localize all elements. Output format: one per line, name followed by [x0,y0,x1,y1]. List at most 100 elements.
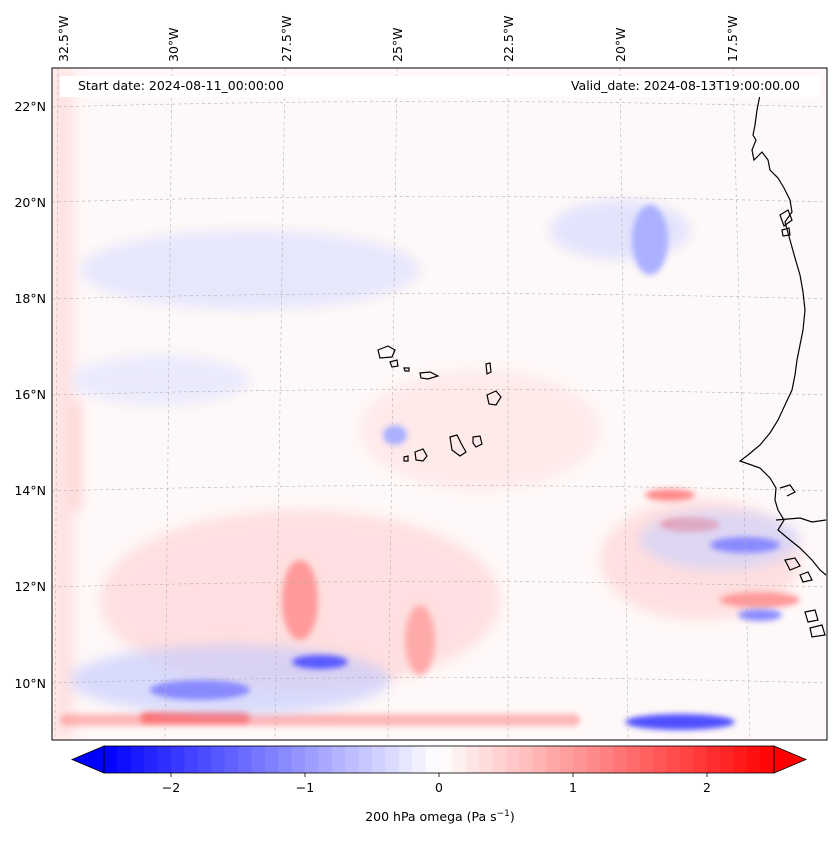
parallel-16n [52,389,827,396]
colorbar-band [331,746,346,773]
coast-bijagos [784,557,826,638]
start-date: Start date: 2024-08-11_00:00:00 [78,78,284,93]
parallel-22n [52,101,827,108]
lat-label: 22°N [14,99,46,114]
lon-label: 27.5°W [279,16,294,62]
colorbar-band [747,746,762,773]
omega-positive-cell-south-2 [405,605,435,675]
colorbar: −2 −1 0 1 2 200 hPa omega (Pa s−1) [70,745,808,824]
colorbar-band [264,746,279,773]
meridian-20w [619,68,629,740]
coast-gambia [779,484,796,497]
coast-canary-2 [781,227,791,237]
colorbar-band [559,746,574,773]
lat-label: 10°N [14,676,46,691]
colorbar-band [305,746,319,773]
colorbar-band [693,746,708,773]
omega-negative-cell-3 [625,714,735,730]
lon-label: 17.5°W [725,16,740,62]
colorbar-band [760,746,775,773]
colorbar-band [733,746,748,773]
colorbar-band [519,746,534,773]
coast-canary-1 [779,209,793,227]
colorbar-label: 200 hPa omega (Pa s−1) [365,809,515,824]
graticule [52,68,827,740]
parallel-12n [52,581,827,588]
omega-negative-cell-4 [710,537,780,553]
colorbar-band [613,746,628,773]
lat-label: 20°N [14,195,46,210]
island-fogo [414,448,428,462]
coast-guinea-bissau [775,517,827,523]
island-sao-nicolau [419,371,440,380]
omega-positive-cell-south-1 [282,560,318,640]
colorbar-band [465,746,480,773]
colorbar-bands [104,746,775,773]
colorbar-band [439,746,453,773]
lon-label: 22.5°W [501,16,516,62]
colorbar-band [385,746,400,773]
colorbar-band [345,746,360,773]
colorbar-band [626,746,641,773]
colorbar-tick-label: −2 [162,780,180,795]
valid-date: Valid_date: 2024-08-13T19:00:00.00 [571,78,800,93]
colorbar-band [197,746,212,773]
colorbar-band [117,746,132,773]
island-brava [403,455,409,462]
lon-label: 20°W [613,27,628,62]
omega-negative-cell-2 [150,680,250,700]
colorbar-band [640,746,654,773]
colorbar-band [104,746,118,773]
colorbar-band [157,746,172,773]
latitude-labels: 22°N 20°N 18°N 16°N 14°N 12°N 10°N [14,99,46,691]
colorbar-band [586,746,601,773]
colorbar-band [291,746,306,773]
omega-negative-north-band [80,230,420,310]
date-banner [60,76,820,97]
colorbar-band [398,746,413,773]
colorbar-band [492,746,507,773]
island-sao-vicente [389,359,399,368]
colorbar-band [452,746,467,773]
colorbar-band [532,746,547,773]
colorbar-band [211,746,226,773]
colorbar-band [425,746,440,773]
colorbar-band [573,746,587,773]
longitude-labels: 32.5°W 30°W 27.5°W 25°W 22.5°W 20°W 17.5… [56,16,740,62]
colorbar-band [707,746,721,773]
colorbar-band [666,746,681,773]
colorbar-band [720,746,735,773]
colorbar-band [412,746,427,773]
omega-negative-cell-5 [632,205,668,275]
lat-label: 14°N [14,483,46,498]
omega-positive-south-band-faint [60,714,580,726]
map-panel: Start date: 2024-08-11_00:00:00 Valid_da… [52,68,827,740]
omega-negative-south [70,645,390,715]
lat-label: 16°N [14,387,46,402]
island-santiago [449,434,467,457]
lon-label: 25°W [390,27,405,62]
meridian-17.5w [732,68,751,740]
cape-verde-islands [377,345,502,462]
colorbar-band [506,746,520,773]
omega-negative-cell-7 [738,609,782,621]
colorbar-ticks [170,773,708,777]
colorbar-band [479,746,494,773]
omega-positive-cell-east-3 [720,592,800,608]
colorbar-band [372,746,386,773]
coastline [738,94,827,638]
island-santa-luzia [403,367,410,372]
island-boa-vista [486,390,502,406]
omega-negative-cell-6 [383,425,407,445]
island-sal [485,362,492,375]
colorbar-extend-max [773,745,808,774]
colorbar-tick-label: 1 [569,780,577,795]
colorbar-band [238,746,252,773]
parallel-10n [52,677,827,684]
colorbar-band [680,746,695,773]
colorbar-band [130,746,145,773]
lon-label: 32.5°W [56,16,71,62]
omega-positive-cell-east-2 [645,489,695,501]
meridian-32.5w [54,68,59,740]
colorbar-band [599,746,614,773]
